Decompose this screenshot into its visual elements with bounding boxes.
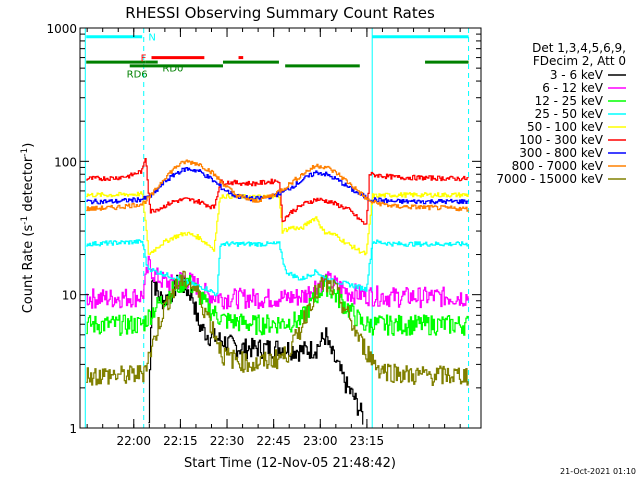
y-axis: 1 10 100 1000 xyxy=(46,22,481,436)
legend-header-line-1: Det 1,3,4,5,6,9, xyxy=(532,41,626,55)
series-line xyxy=(86,159,469,212)
status-marker-label: N xyxy=(148,33,155,44)
x-tick-label: 22:45 xyxy=(256,434,291,448)
series-line xyxy=(86,270,469,386)
x-tick-label: 23:15 xyxy=(350,434,385,448)
x-tick-label: 22:30 xyxy=(210,434,245,448)
status-marker-label: RD0 xyxy=(162,64,183,75)
y-axis-label: Count Rate (s-1 detector-1) xyxy=(20,143,36,314)
x-tick-label: 22:00 xyxy=(116,434,151,448)
x-tick-label: 23:00 xyxy=(303,434,338,448)
legend-entry-label: 7000 - 15000 keV xyxy=(496,172,603,186)
legend-entry-label: 3 - 6 keV xyxy=(550,68,604,82)
legend-entry-label: 100 - 300 keV xyxy=(519,133,603,147)
series-line xyxy=(86,239,469,297)
status-marker-label: RD6 xyxy=(127,70,148,81)
y-tick-label: 10 xyxy=(62,289,77,303)
y-tick-label: 100 xyxy=(54,155,77,169)
x-tick-label: 22:15 xyxy=(163,434,198,448)
x-axis-label: Start Time (12-Nov-05 21:48:42) xyxy=(184,456,396,471)
series-line xyxy=(86,274,469,336)
y-tick-label: 1 xyxy=(69,422,77,436)
series-line xyxy=(86,255,469,310)
plot-area: NF RD0 RD6 xyxy=(84,28,470,428)
footer-date: 21-Oct-2021 01:10 xyxy=(560,467,636,476)
legend-entry-label: 800 - 7000 keV xyxy=(512,159,604,173)
legend-entry-label: 50 - 100 keV xyxy=(527,120,604,134)
legend-entry-label: 300 - 800 keV xyxy=(519,146,603,160)
chart-title: RHESSI Observing Summary Count Rates xyxy=(125,4,435,22)
legend-header-line-2: FDecim 2, Att 0 xyxy=(533,54,626,68)
series-line xyxy=(86,158,469,225)
legend-entry-label: 6 - 12 keV xyxy=(542,81,604,95)
legend-entry-label: 25 - 50 keV xyxy=(535,107,604,121)
x-axis: 22:00 22:15 22:30 22:45 23:00 23:15 xyxy=(86,28,461,448)
legend: Det 1,3,4,5,6,9, FDecim 2, Att 0 3 - 6 k… xyxy=(496,41,626,186)
legend-entry-label: 12 - 25 keV xyxy=(535,94,604,108)
plot-frame xyxy=(79,27,482,429)
y-tick-label: 1000 xyxy=(46,22,77,36)
status-marker-label: F xyxy=(141,54,147,65)
